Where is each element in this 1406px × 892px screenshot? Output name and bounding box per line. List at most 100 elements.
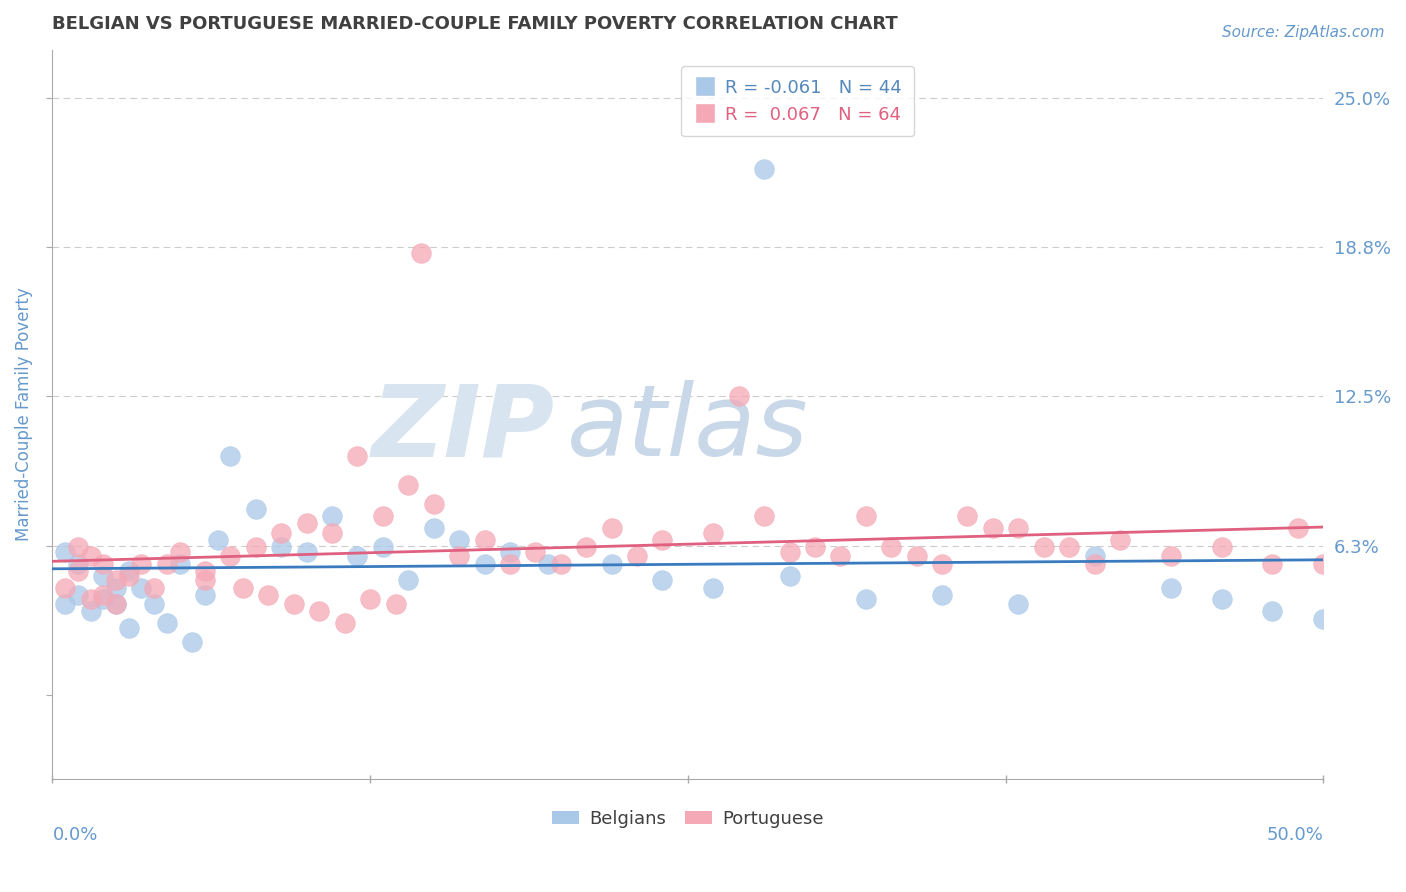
- Point: [550, 557, 572, 571]
- Point: [359, 592, 381, 607]
- Point: [283, 597, 305, 611]
- Point: [66, 564, 89, 578]
- Point: [194, 564, 217, 578]
- Point: [207, 533, 229, 547]
- Point: [1211, 592, 1233, 607]
- Point: [1007, 597, 1029, 611]
- Point: [53, 581, 76, 595]
- Point: [1109, 533, 1132, 547]
- Point: [1312, 557, 1334, 571]
- Point: [956, 508, 979, 523]
- Point: [409, 246, 432, 260]
- Point: [219, 549, 242, 564]
- Point: [1160, 549, 1182, 564]
- Point: [143, 581, 166, 595]
- Point: [752, 162, 775, 177]
- Point: [1261, 604, 1284, 618]
- Point: [702, 581, 724, 595]
- Point: [53, 597, 76, 611]
- Point: [143, 597, 166, 611]
- Point: [118, 621, 141, 635]
- Point: [474, 557, 496, 571]
- Point: [524, 544, 547, 558]
- Point: [257, 588, 280, 602]
- Point: [1057, 540, 1080, 554]
- Point: [1286, 521, 1309, 535]
- Text: BELGIAN VS PORTUGUESE MARRIED-COUPLE FAMILY POVERTY CORRELATION CHART: BELGIAN VS PORTUGUESE MARRIED-COUPLE FAM…: [52, 15, 898, 33]
- Point: [308, 604, 330, 618]
- Point: [779, 544, 801, 558]
- Point: [295, 544, 318, 558]
- Point: [651, 533, 673, 547]
- Point: [474, 533, 496, 547]
- Point: [1160, 581, 1182, 595]
- Point: [449, 549, 471, 564]
- Point: [131, 581, 153, 595]
- Point: [752, 508, 775, 523]
- Text: 50.0%: 50.0%: [1267, 826, 1323, 844]
- Point: [333, 616, 356, 631]
- Point: [104, 574, 127, 588]
- Point: [1084, 557, 1107, 571]
- Point: [804, 540, 827, 554]
- Point: [53, 544, 76, 558]
- Point: [702, 525, 724, 540]
- Point: [626, 549, 648, 564]
- Point: [194, 588, 217, 602]
- Y-axis label: Married-Couple Family Poverty: Married-Couple Family Poverty: [15, 287, 32, 541]
- Point: [449, 533, 471, 547]
- Point: [1261, 557, 1284, 571]
- Point: [346, 549, 368, 564]
- Point: [232, 581, 254, 595]
- Point: [499, 544, 522, 558]
- Point: [181, 635, 204, 649]
- Point: [66, 540, 89, 554]
- Legend: Belgians, Portuguese: Belgians, Portuguese: [544, 803, 831, 835]
- Point: [727, 389, 749, 403]
- Point: [321, 508, 343, 523]
- Point: [1084, 549, 1107, 564]
- Point: [270, 540, 292, 554]
- Point: [91, 592, 114, 607]
- Point: [1032, 540, 1054, 554]
- Point: [346, 449, 368, 463]
- Point: [779, 568, 801, 582]
- Point: [396, 477, 419, 491]
- Point: [651, 574, 673, 588]
- Point: [931, 588, 953, 602]
- Point: [499, 557, 522, 571]
- Point: [931, 557, 953, 571]
- Point: [600, 521, 623, 535]
- Point: [79, 604, 101, 618]
- Text: Source: ZipAtlas.com: Source: ZipAtlas.com: [1222, 25, 1385, 40]
- Point: [194, 574, 217, 588]
- Text: atlas: atlas: [567, 380, 808, 477]
- Text: 0.0%: 0.0%: [52, 826, 98, 844]
- Point: [79, 592, 101, 607]
- Point: [104, 597, 127, 611]
- Point: [1312, 611, 1334, 625]
- Point: [91, 568, 114, 582]
- Point: [245, 540, 267, 554]
- Point: [422, 521, 444, 535]
- Point: [156, 557, 179, 571]
- Point: [422, 497, 444, 511]
- Point: [880, 540, 903, 554]
- Point: [270, 525, 292, 540]
- Point: [66, 588, 89, 602]
- Point: [169, 557, 191, 571]
- Point: [575, 540, 598, 554]
- Point: [156, 616, 179, 631]
- Point: [219, 449, 242, 463]
- Point: [169, 544, 191, 558]
- Point: [104, 581, 127, 595]
- Point: [91, 557, 114, 571]
- Point: [600, 557, 623, 571]
- Point: [855, 592, 877, 607]
- Point: [321, 525, 343, 540]
- Point: [1007, 521, 1029, 535]
- Point: [104, 597, 127, 611]
- Point: [245, 501, 267, 516]
- Point: [79, 549, 101, 564]
- Point: [371, 540, 394, 554]
